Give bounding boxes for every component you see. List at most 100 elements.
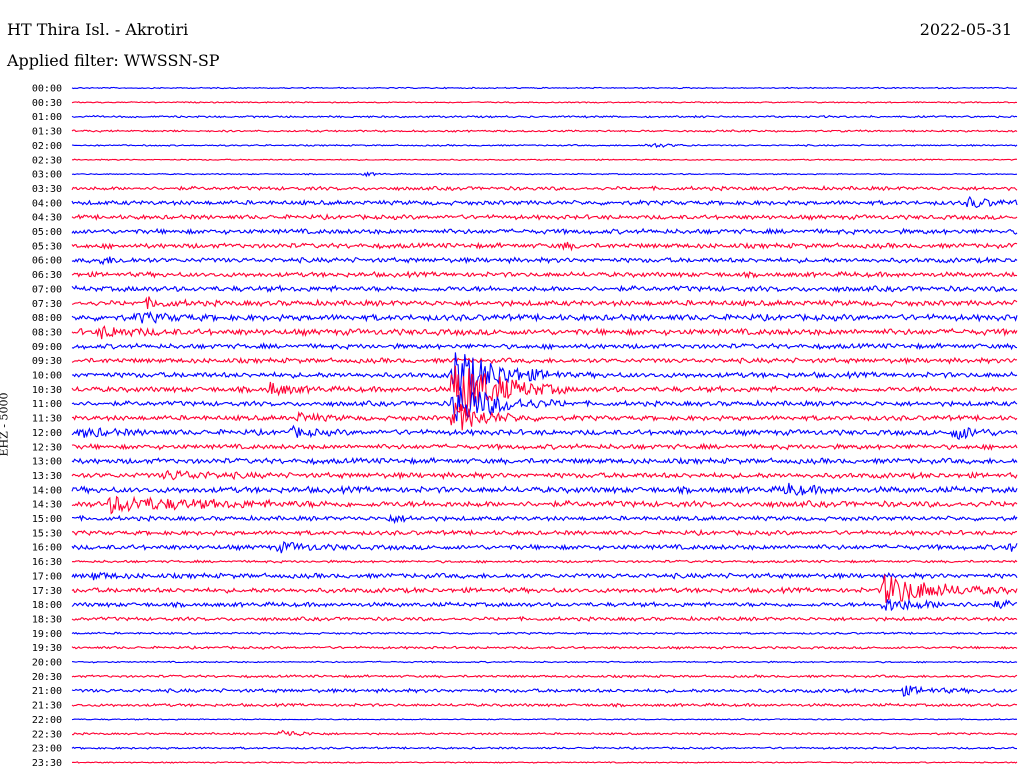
row-label: 12:00 <box>32 428 62 439</box>
trace-line <box>71 495 1018 515</box>
row-label: 04:00 <box>32 198 62 209</box>
row-label: 03:30 <box>32 184 62 195</box>
date-label: 2022-05-31 <box>919 20 1012 39</box>
row-label: 06:00 <box>32 256 62 267</box>
trace-line <box>71 284 1018 294</box>
trace-line <box>71 352 1018 395</box>
row-label: 23:30 <box>32 758 62 769</box>
trace-line <box>71 442 1018 451</box>
trace-line <box>71 101 1018 104</box>
trace-line <box>71 325 1018 340</box>
row-label: 17:30 <box>32 586 62 597</box>
row-label: 16:30 <box>32 557 62 568</box>
row-label: 09:30 <box>32 356 62 367</box>
trace-line <box>71 718 1018 721</box>
row-label: 15:30 <box>32 528 62 539</box>
row-label: 13:00 <box>32 457 62 468</box>
trace-line <box>71 142 1018 149</box>
row-label: 01:30 <box>32 127 62 138</box>
row-label: 22:30 <box>32 729 62 740</box>
row-label: 18:30 <box>32 614 62 625</box>
trace-line <box>71 158 1018 162</box>
trace-line <box>71 356 1018 365</box>
row-label: 13:30 <box>32 471 62 482</box>
row-label: 08:00 <box>32 313 62 324</box>
row-label: 11:00 <box>32 399 62 410</box>
row-label: 00:00 <box>32 84 62 95</box>
row-label: 21:30 <box>32 701 62 712</box>
row-label: 07:00 <box>32 284 62 295</box>
row-label: 00:30 <box>32 98 62 109</box>
trace-line <box>71 129 1018 133</box>
row-label: 23:00 <box>32 744 62 755</box>
trace-line <box>71 171 1018 178</box>
trace-line <box>71 574 1018 603</box>
trace-line <box>71 631 1018 636</box>
trace-line <box>71 482 1018 497</box>
trace-line <box>71 227 1018 236</box>
trace-line <box>71 365 1018 417</box>
trace-line <box>71 456 1018 466</box>
trace-line <box>71 185 1018 192</box>
row-label: 16:00 <box>32 543 62 554</box>
row-label: 05:00 <box>32 227 62 238</box>
trace-line <box>71 256 1018 266</box>
trace-line <box>71 402 1018 431</box>
trace-line <box>71 270 1018 279</box>
trace-line <box>71 424 1018 441</box>
row-label: 05:30 <box>32 241 62 252</box>
row-label: 01:00 <box>32 112 62 123</box>
row-label: 02:30 <box>32 155 62 166</box>
row-label: 20:30 <box>32 672 62 683</box>
trace-line <box>71 528 1018 537</box>
row-label: 17:00 <box>32 571 62 582</box>
row-label: 20:00 <box>32 658 62 669</box>
row-label: 09:00 <box>32 342 62 353</box>
trace-line <box>71 114 1018 119</box>
trace-line <box>71 342 1018 351</box>
trace-line <box>71 702 1017 708</box>
trace-line <box>71 761 1018 764</box>
trace-line <box>71 660 1018 664</box>
trace-line <box>72 513 1018 525</box>
trace-line <box>71 86 1018 90</box>
trace-line <box>71 559 1018 564</box>
row-label: 07:30 <box>32 299 62 310</box>
trace-line <box>71 598 1018 612</box>
row-label: 10:30 <box>32 385 62 396</box>
row-label: 11:30 <box>32 414 62 425</box>
row-label: 14:30 <box>32 500 62 511</box>
row-label: 10:00 <box>32 371 62 382</box>
trace-line <box>71 296 1018 309</box>
station-title: HT Thira Isl. - Akrotiri <box>7 20 189 39</box>
trace-line <box>71 571 1018 581</box>
trace-line <box>71 469 1018 481</box>
trace-line <box>71 615 1018 622</box>
row-label: 08:30 <box>32 327 62 338</box>
row-label: 15:00 <box>32 514 62 525</box>
trace-line <box>71 540 1018 554</box>
trace-line <box>71 674 1018 679</box>
trace-line <box>71 746 1017 750</box>
trace-line <box>71 729 1018 737</box>
trace-line <box>71 387 1018 422</box>
row-label: 22:00 <box>32 715 62 726</box>
trace-line <box>71 645 1018 650</box>
row-label: 21:00 <box>32 686 62 697</box>
row-label: 12:30 <box>32 442 62 453</box>
trace-line <box>71 195 1018 209</box>
trace-line <box>71 213 1018 221</box>
trace-line <box>71 685 1018 697</box>
filter-label: Applied filter: WWSSN-SP <box>7 51 220 70</box>
row-label: 02:00 <box>32 141 62 152</box>
row-label: 06:30 <box>32 270 62 281</box>
row-label: 19:30 <box>32 643 62 654</box>
trace-line <box>71 241 1018 252</box>
row-label: 04:30 <box>32 213 62 224</box>
row-label: 19:00 <box>32 629 62 640</box>
row-label: 14:00 <box>32 485 62 496</box>
row-label: 18:00 <box>32 600 62 611</box>
row-label: 03:00 <box>32 170 62 181</box>
trace-line <box>71 310 1018 324</box>
